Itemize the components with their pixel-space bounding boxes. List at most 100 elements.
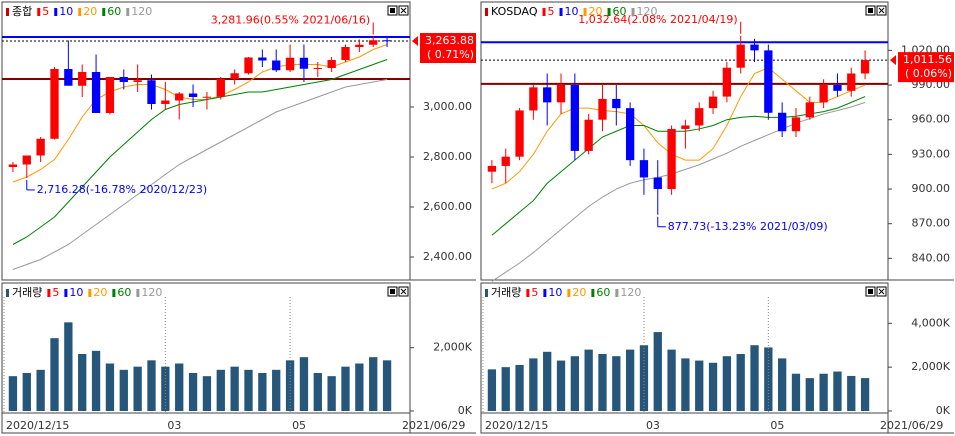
y-tick-label: 960.00 — [912, 113, 951, 126]
volume-bar — [819, 373, 828, 411]
candle-body — [598, 98, 607, 120]
candle-body — [667, 128, 676, 190]
y-tick-label: 2,600.00 — [423, 200, 472, 213]
legend-swatch — [102, 8, 106, 16]
candle-body — [369, 40, 378, 45]
volume-bar — [258, 373, 267, 411]
volume-bar — [598, 354, 607, 411]
volume-bar — [50, 338, 59, 411]
candle-body — [188, 93, 198, 97]
annotation: 877.73(-13.23% 2021/03/09) — [668, 220, 828, 233]
candle-body — [91, 72, 101, 113]
volume-bar — [708, 362, 718, 411]
candle-body — [313, 68, 322, 69]
last-price-box — [898, 52, 954, 83]
title-icon — [6, 289, 9, 297]
candle-body — [22, 155, 31, 165]
candle-body — [244, 57, 253, 74]
volume-bar — [736, 354, 745, 411]
y-tick-label: 840.00 — [912, 251, 951, 264]
legend-swatch — [136, 289, 140, 297]
volume-bar — [612, 356, 621, 411]
y-tick-label: 0K — [458, 404, 473, 417]
last-price-label: 3,263.88 — [425, 34, 474, 47]
volume-bar — [216, 369, 225, 411]
candle-body — [612, 98, 621, 109]
candle-body — [791, 117, 801, 132]
candle-body — [355, 44, 364, 47]
volume-bar — [764, 347, 773, 411]
candle-body — [487, 165, 497, 172]
candle-body — [230, 73, 239, 79]
legend-label: 20 — [589, 5, 603, 18]
candle-body — [515, 110, 524, 157]
candle-body — [175, 93, 184, 101]
window-close — [878, 288, 885, 295]
y-tick-label: 2,000K — [911, 360, 950, 373]
legend-swatch — [543, 289, 547, 297]
moving-average — [491, 101, 866, 282]
volume-bar — [584, 349, 593, 411]
moving-average — [12, 59, 388, 245]
candle-body — [819, 85, 828, 103]
volume-bar — [750, 345, 759, 411]
candle-body — [543, 87, 552, 103]
volume-bar — [847, 375, 856, 411]
volume-bar — [501, 367, 510, 411]
title-icon — [485, 8, 488, 16]
volume-bar — [8, 376, 18, 411]
candle-body — [216, 79, 225, 97]
legend-label: 10 — [548, 286, 562, 299]
volume-bar — [105, 363, 115, 411]
legend-swatch — [526, 289, 530, 297]
candle-body — [161, 100, 170, 104]
legend-label: 5 — [548, 5, 555, 18]
volume-bar — [285, 360, 295, 411]
volume-bar — [833, 371, 842, 411]
legend-label: 60 — [596, 286, 610, 299]
legend-swatch — [631, 8, 635, 16]
candle-body — [78, 72, 87, 86]
x-end-label: 2021/06/29 — [880, 419, 943, 432]
candle-body — [327, 60, 336, 68]
legend-swatch — [559, 8, 563, 16]
x-tick-label: 03 — [646, 419, 660, 432]
candle-body — [64, 69, 73, 86]
legend-swatch — [47, 289, 51, 297]
candle-body — [36, 138, 45, 156]
legend-label: 60 — [107, 5, 121, 18]
volume-bar — [653, 332, 662, 411]
y-tick-label: 2,800.00 — [423, 150, 472, 163]
legend-label: 10 — [69, 286, 83, 299]
candle-body — [681, 125, 690, 129]
candle-body — [736, 44, 745, 68]
legend-swatch — [583, 8, 587, 16]
volume-bar — [695, 360, 704, 411]
x-tick-label: 2020/12/15 — [6, 419, 69, 432]
volume-bar — [355, 363, 364, 411]
panel-title: 종합 — [12, 5, 32, 18]
window-max — [390, 8, 395, 13]
panel-frame — [480, 1, 889, 281]
candle-body — [105, 77, 115, 113]
volume-bar — [188, 373, 198, 411]
volume-bar — [369, 357, 378, 411]
x-tick-label: 05 — [770, 419, 784, 432]
legend-swatch — [591, 289, 595, 297]
volume-bar — [22, 373, 31, 411]
title-icon — [485, 289, 488, 297]
last-price-box — [420, 33, 476, 64]
y-tick-label: 2,400.00 — [423, 250, 472, 263]
legend-label: 120 — [141, 286, 162, 299]
candle-body — [847, 73, 856, 91]
volume-bar — [860, 378, 870, 411]
last-change-label: ( 0.71%) — [427, 48, 474, 61]
legend-swatch — [607, 8, 611, 16]
candle-body — [50, 69, 59, 139]
candle-body — [570, 85, 579, 151]
volume-bar — [805, 378, 814, 411]
y-tick-label: 4,000K — [911, 316, 950, 329]
volume-bar — [64, 322, 73, 411]
volume-bar — [570, 356, 579, 411]
